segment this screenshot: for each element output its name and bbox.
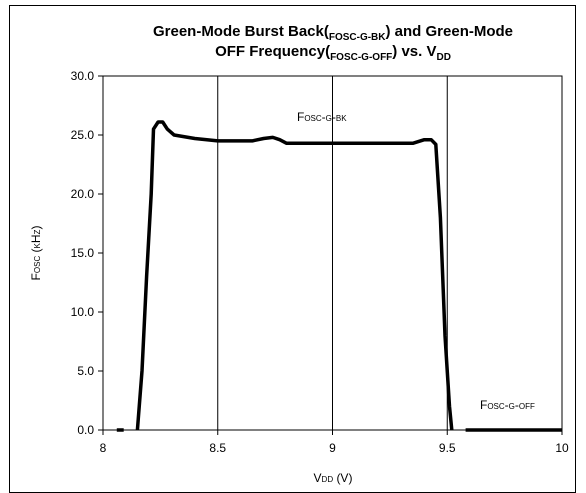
annotation: Fosc-g-off xyxy=(480,398,535,412)
title-text: OFF Frequency( xyxy=(215,43,330,60)
title-text: ) and Green-Mode xyxy=(386,23,514,40)
data-line xyxy=(116,120,562,432)
annotation: Fosc-g-bk xyxy=(297,110,347,124)
y-tick-label: 25.0 xyxy=(71,128,95,142)
title-subscript: DD xyxy=(436,52,450,63)
x-tick-label: 8 xyxy=(100,441,107,455)
y-axis-label: Fosc (kHz) xyxy=(29,226,43,281)
title-subscript: FOSC-G-OFF xyxy=(330,52,392,63)
y-tick-label: 30.0 xyxy=(71,69,95,83)
title-subscript: FOSC-G-BK xyxy=(329,32,386,43)
x-tick-label: 9 xyxy=(329,441,336,455)
chart-frame xyxy=(9,5,576,493)
y-tick-label: 10.0 xyxy=(71,305,95,319)
x-axis-label: Vdd (V) xyxy=(314,471,353,485)
x-tick-label: 9.5 xyxy=(439,441,456,455)
title-text: ) vs. V xyxy=(392,43,436,60)
chart-title: Green-Mode Burst Back(FOSC-G-BK) and Gre… xyxy=(153,23,513,43)
chart-title: OFF Frequency(FOSC-G-OFF) vs. VDD xyxy=(215,43,451,63)
x-tick-label: 10 xyxy=(555,441,569,455)
y-tick-label: 20.0 xyxy=(71,187,95,201)
y-tick-label: 15.0 xyxy=(71,246,95,260)
y-tick-label: 5.0 xyxy=(77,364,94,378)
y-tick-label: 0.0 xyxy=(77,423,94,437)
x-tick-label: 8.5 xyxy=(209,441,226,455)
title-text: Green-Mode Burst Back( xyxy=(153,23,329,40)
